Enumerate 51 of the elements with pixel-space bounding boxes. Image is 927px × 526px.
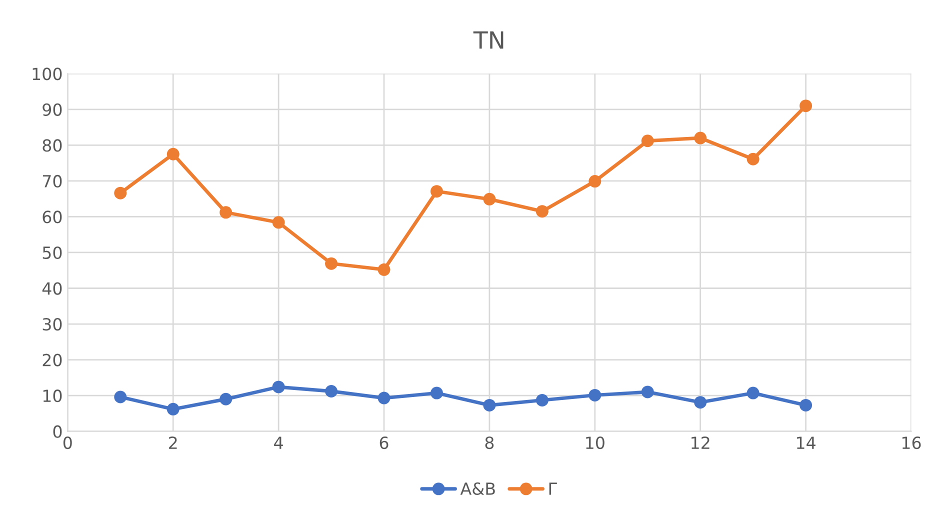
point	[166, 402, 180, 416]
x-tick-label: 14	[797, 436, 816, 449]
point	[325, 257, 338, 270]
x-tick-label: 2	[169, 436, 177, 449]
y-tick-label: 30	[42, 318, 62, 331]
point	[325, 385, 338, 398]
point	[272, 380, 285, 394]
y-tick-label: 70	[42, 174, 62, 188]
y-tick-label: 80	[42, 139, 62, 152]
legend-label: Γ	[549, 482, 557, 495]
point	[378, 392, 390, 404]
point	[272, 216, 285, 229]
point	[536, 205, 548, 218]
y-tick-label: 40	[42, 282, 62, 295]
point	[483, 398, 496, 412]
point	[220, 206, 232, 219]
point	[483, 192, 496, 206]
point	[588, 388, 602, 402]
x-tick-label: 6	[380, 436, 388, 450]
point	[430, 386, 443, 400]
y-tick-label: 50	[42, 246, 62, 260]
point	[641, 386, 654, 398]
chart-title: TN	[473, 31, 504, 49]
point	[800, 398, 812, 412]
point	[536, 394, 548, 406]
y-tick-label: 0	[53, 425, 62, 438]
point	[588, 175, 602, 188]
y-tick-label: 100	[32, 68, 62, 80]
point	[430, 185, 443, 198]
point	[694, 132, 707, 144]
point	[746, 386, 760, 400]
point	[800, 100, 812, 112]
point	[641, 134, 654, 148]
x-tick-label: 16	[902, 436, 921, 450]
x-tick-label: 4	[274, 436, 283, 449]
x-tick-label: 12	[692, 436, 710, 449]
x-tick-label: 0	[63, 436, 72, 450]
point	[694, 396, 707, 409]
point	[166, 148, 180, 160]
x-tick-label: 8	[485, 436, 494, 450]
point	[746, 152, 760, 166]
y-tick-label: 90	[42, 103, 62, 116]
y-tick-label: 10	[43, 390, 62, 402]
point	[114, 390, 127, 404]
point	[378, 263, 390, 276]
point	[114, 186, 127, 200]
y-tick-label: 20	[42, 354, 62, 366]
point	[220, 392, 232, 406]
y-tick-label: 60	[42, 210, 62, 224]
legend-label: A&B	[460, 482, 495, 495]
x-tick-label: 10	[586, 436, 604, 450]
